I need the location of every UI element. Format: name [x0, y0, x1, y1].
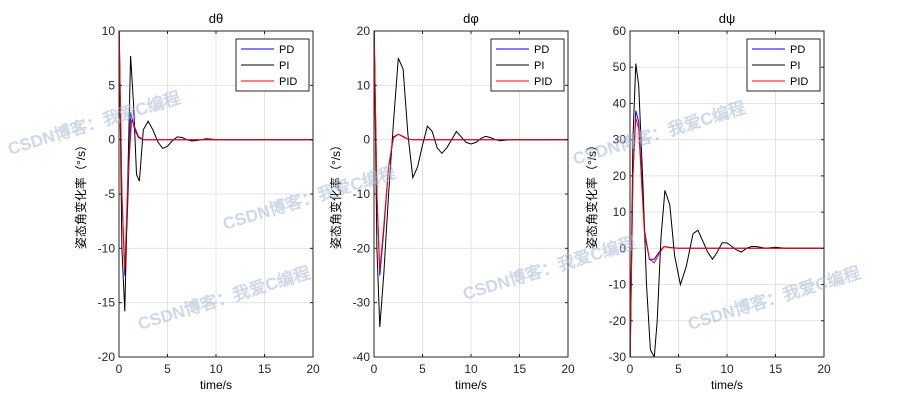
- y-tick-label: 0: [619, 241, 626, 255]
- series-group: [374, 31, 568, 328]
- legend-label-pid: PID: [279, 76, 297, 88]
- x-tick-label: 20: [561, 362, 575, 376]
- x-axis-label: time/s: [711, 378, 743, 392]
- y-tick-label: 0: [363, 133, 370, 147]
- y-tick-label: 0: [108, 133, 115, 147]
- series-group: [630, 63, 824, 357]
- x-tick-label: 20: [817, 362, 831, 376]
- y-tick-label: -40: [353, 350, 371, 364]
- x-tick-label: 15: [258, 362, 272, 376]
- series-line-pi: [119, 31, 313, 312]
- x-tick-label: 5: [419, 362, 426, 376]
- subplot-title: dφ: [463, 11, 479, 26]
- x-tick-label: 5: [675, 362, 682, 376]
- y-tick-label: -15: [98, 296, 116, 310]
- y-tick-label: 10: [613, 205, 627, 219]
- subplot-dpsi: 0 5 10 15 20 -30 -20 -10 0 10 20 30 40 50 60 dψ time/s 姿态…: [584, 11, 831, 392]
- y-axis-label: 姿态角变化率（°/s）: [73, 139, 88, 249]
- x-tick-label: 15: [513, 362, 527, 376]
- series-line-pid: [374, 31, 568, 271]
- legend: PD PI PID: [235, 38, 310, 92]
- subplot-dtheta: 0 5 10 15 20 -20 -15 -10 -5 0 5 10 dθ time/s 姿态角变化率（°/…: [73, 11, 320, 392]
- legend-label-pi: PI: [790, 60, 800, 72]
- legend-label-pd: PD: [790, 44, 805, 56]
- y-tick-label: -30: [609, 350, 627, 364]
- y-tick-label: -10: [98, 241, 116, 255]
- y-axis-label: 姿态角变化率（°/s）: [328, 139, 343, 249]
- y-tick-label: 50: [613, 60, 627, 74]
- y-tick-label: 10: [102, 24, 116, 38]
- x-tick-label: 0: [371, 362, 378, 376]
- legend-label-pd: PD: [534, 44, 549, 56]
- legend-label-pid: PID: [790, 76, 808, 88]
- series-line-pid: [119, 31, 313, 271]
- y-tick-label: -30: [353, 296, 371, 310]
- x-axis-label: time/s: [455, 378, 487, 392]
- y-tick-label: -20: [98, 350, 116, 364]
- y-tick-label: 40: [613, 96, 627, 110]
- x-tick-label: 5: [164, 362, 171, 376]
- y-tick-label: 20: [357, 24, 371, 38]
- y-tick-label: -20: [353, 241, 371, 255]
- y-tick-label: 60: [613, 24, 627, 38]
- y-tick-label: -10: [353, 187, 371, 201]
- x-tick-label: 10: [464, 362, 478, 376]
- y-axis-label: 姿态角变化率（°/s）: [584, 139, 599, 249]
- y-tick-label: 20: [613, 169, 627, 183]
- legend-label-pid: PID: [534, 76, 552, 88]
- series-line-pid: [630, 117, 824, 357]
- legend: PD PI PID: [490, 38, 565, 92]
- series-line-pi: [374, 31, 568, 328]
- legend-label-pi: PI: [534, 60, 544, 72]
- subplot-dphi: 0 5 10 15 20 -40 -30 -20 -10 0 10 20 dφ time/s 姿态角变化率（…: [328, 11, 575, 392]
- y-tick-label: 10: [357, 78, 371, 92]
- subplot-title: dψ: [719, 11, 736, 26]
- y-tick-label: -20: [609, 314, 627, 328]
- x-tick-label: 0: [627, 362, 634, 376]
- y-tick-label: 30: [613, 133, 627, 147]
- x-axis-label: time/s: [200, 378, 232, 392]
- x-tick-label: 15: [769, 362, 783, 376]
- legend-label-pi: PI: [279, 60, 289, 72]
- x-tick-label: 10: [209, 362, 223, 376]
- axes-layer: 0 5 10 15 20 -20 -15 -10 -5 0 5 10 dθ time/s 姿态角变化率（°/…: [73, 11, 831, 392]
- x-tick-label: 20: [306, 362, 320, 376]
- x-tick-label: 10: [720, 362, 734, 376]
- legend-label-pd: PD: [279, 44, 294, 56]
- y-tick-label: -10: [609, 278, 627, 292]
- legend: PD PI PID: [746, 38, 821, 92]
- series-group: [119, 31, 313, 312]
- y-tick-label: 5: [108, 78, 115, 92]
- subplot-title: dθ: [209, 11, 223, 26]
- y-tick-label: -5: [104, 187, 115, 201]
- x-tick-label: 0: [116, 362, 123, 376]
